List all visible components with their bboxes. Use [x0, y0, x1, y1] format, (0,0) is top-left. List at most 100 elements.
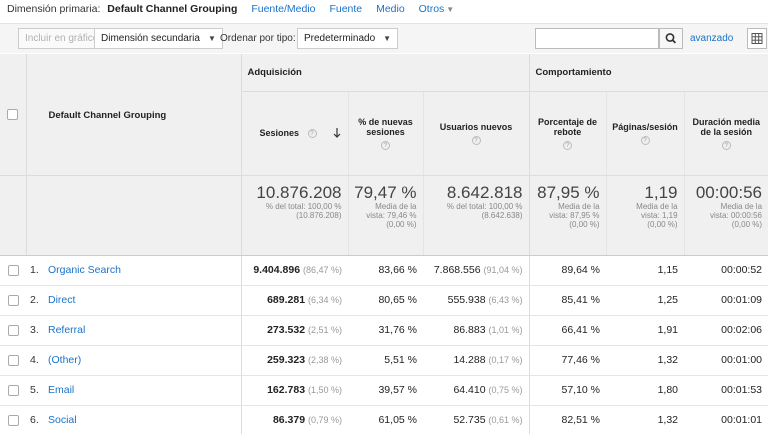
sessions-cell: 689.281 (6,34 %) [240, 285, 348, 316]
col-header-bounce-rate[interactable]: Porcentaje de rebote? [528, 91, 607, 176]
chevron-down-icon: ▼ [383, 34, 392, 43]
secondary-dimension-dropdown[interactable]: Dimensión secundaria ▼ [94, 28, 223, 49]
summary-value: 79,47 % [354, 182, 417, 202]
summary-sub: (0,00 %) [731, 219, 763, 229]
avg-duration-cell: 00:01:01 [684, 405, 768, 434]
channel-link[interactable]: Organic Search [48, 264, 121, 276]
summary-sub: vista: 79,46 % [366, 210, 417, 220]
sort-type-value: Predeterminado [304, 33, 376, 44]
new-users-cell: 86.883 (1,01 %) [423, 315, 530, 346]
advanced-filter-link[interactable]: avanzado [690, 33, 734, 44]
search-button[interactable] [659, 28, 683, 49]
row-index: 1. [30, 264, 39, 276]
summary-spacer [0, 175, 26, 256]
bounce-rate-cell: 57,10 % [528, 375, 607, 406]
help-icon[interactable]: ? [471, 135, 481, 145]
col-header-sessions[interactable]: Sesiones ? [240, 91, 348, 176]
new-users-value: 14.288 [453, 354, 486, 366]
summary-value: 00:00:56 [695, 182, 763, 202]
channel-link[interactable]: Social [48, 414, 77, 426]
dimension-column-header[interactable]: Default Channel Grouping [25, 54, 241, 176]
report-table: Default Channel Grouping Adquisición Com… [0, 54, 768, 434]
pages-session-cell: 1,15 [606, 255, 685, 286]
table-toolbar: Incluir en gráfico Dimensión secundaria ▼… [0, 23, 768, 53]
dimension-link-other[interactable]: Otros ▼ [419, 3, 455, 15]
row-checkbox[interactable] [7, 354, 19, 366]
summary-sub: Media de la [720, 201, 763, 211]
sessions-value: 273.532 [267, 324, 306, 336]
row-index: 6. [30, 414, 39, 426]
new-users-share: (0,61 %) [488, 415, 523, 425]
summary-sub: % del total: 100,00 % [265, 201, 342, 211]
summary-sub: (10.876.208) [296, 210, 342, 220]
col-header-new-users[interactable]: Usuarios nuevos? [422, 91, 530, 176]
new-users-cell: 555.938 (6,43 %) [423, 285, 530, 316]
new-users-value: 64.410 [453, 384, 486, 396]
new-sessions-pct-cell: 31,76 % [348, 315, 423, 346]
col-header-bounce-rate-label: Porcentaje de rebote [538, 116, 598, 137]
help-icon[interactable]: ? [721, 140, 731, 150]
col-header-new-users-label: Usuarios nuevos [439, 121, 513, 132]
summary-value: 8.642.818 [446, 182, 523, 202]
help-icon[interactable]: ? [563, 140, 573, 150]
summary-value: 87,95 % [537, 182, 600, 202]
col-header-pages-session[interactable]: Páginas/sesión? [605, 91, 685, 176]
row-checkbox[interactable] [7, 294, 19, 306]
dimension-link-other-label: Otros [418, 3, 445, 15]
table-search-input[interactable] [535, 28, 659, 49]
new-users-cell: 64.410 (0,75 %) [423, 375, 530, 406]
avg-duration-cell: 00:02:06 [684, 315, 768, 346]
dimension-link-medium[interactable]: Medio [376, 3, 405, 15]
row-index: 2. [30, 294, 39, 306]
table-view-button[interactable] [747, 28, 767, 49]
sessions-cell: 273.532 (2,51 %) [240, 315, 348, 346]
sort-descending-icon [333, 128, 341, 139]
sessions-share: (86,47 %) [302, 265, 342, 275]
summary-label-cell [25, 175, 241, 256]
summary-sub: (0,00 %) [386, 219, 417, 229]
new-sessions-pct-cell: 5,51 % [348, 345, 423, 376]
acquisition-group-header: Adquisición [240, 54, 530, 92]
help-icon[interactable]: ? [381, 140, 390, 150]
sessions-share: (2,51 %) [307, 325, 342, 335]
bounce-rate-cell: 77,46 % [528, 345, 607, 376]
channel-link[interactable]: Email [48, 384, 75, 396]
pages-session-cell: 1,32 [606, 345, 685, 376]
select-all-checkbox[interactable] [7, 108, 19, 120]
dimension-link-source[interactable]: Fuente [329, 3, 363, 15]
summary-value: 10.876.208 [256, 182, 342, 202]
row-checkbox[interactable] [7, 384, 19, 396]
new-users-share: (0,17 %) [488, 355, 523, 365]
row-checkbox[interactable] [7, 264, 19, 276]
row-checkbox[interactable] [7, 414, 19, 426]
bounce-rate-cell: 85,41 % [528, 285, 607, 316]
summary-bounce-rate: 87,95 % Media de la vista: 87,95 % (0,00 %) [528, 175, 607, 256]
new-sessions-pct-cell: 39,57 % [348, 375, 423, 406]
col-header-new-sessions-pct[interactable]: % de nuevas sesiones? [347, 91, 423, 176]
search-icon [665, 33, 677, 44]
row-checkbox-cell [0, 405, 26, 434]
col-header-avg-duration[interactable]: Duración media de la sesión? [683, 91, 768, 176]
plot-rows-button[interactable]: Incluir en gráfico [18, 28, 106, 49]
table-row: 6. Social 86.379 (0,79 %) 61,05 % 52.735 … [0, 405, 768, 434]
summary-row: 10.876.208% del total: 100,00 % (10.876.2… [0, 175, 768, 256]
new-users-share: (6,43 %) [488, 295, 523, 305]
avg-duration-cell: 00:00:52 [684, 255, 768, 286]
header-column-row: Sesiones ? % de nuevas sesiones? Usuario… [0, 91, 768, 176]
help-icon[interactable]: ? [640, 135, 650, 145]
channel-link[interactable]: Direct [48, 294, 76, 306]
channel-link[interactable]: (Other) [48, 354, 82, 366]
dimension-link-source-medium[interactable]: Fuente/Medio [251, 3, 316, 15]
summary-sub: (0,00 %) [569, 219, 600, 229]
primary-dimension-selected[interactable]: Default Channel Grouping [107, 3, 238, 15]
row-checkbox[interactable] [7, 324, 19, 336]
sort-type-label: Ordenar por tipo: [220, 33, 296, 44]
sessions-cell: 259.323 (2,38 %) [240, 345, 348, 376]
pages-session-cell: 1,32 [606, 405, 685, 434]
channel-link[interactable]: Referral [48, 324, 86, 336]
sessions-cell: 162.783 (1,50 %) [240, 375, 348, 406]
help-icon[interactable]: ? [307, 128, 317, 138]
row-dimension-cell: 2. Direct [26, 285, 241, 316]
sessions-value: 162.783 [267, 384, 306, 396]
sort-type-dropdown[interactable]: Predeterminado ▼ [297, 28, 399, 49]
